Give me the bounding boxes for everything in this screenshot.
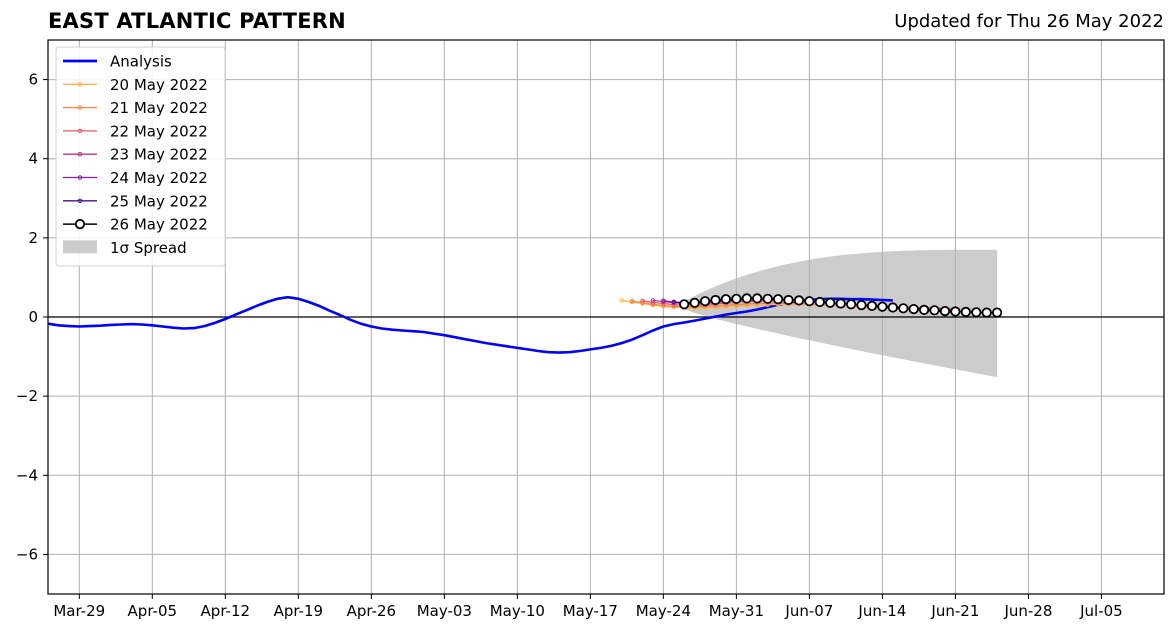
legend-marker (77, 198, 83, 204)
latest-forecast-point (804, 296, 815, 307)
latest-forecast-point (887, 302, 898, 313)
y-tick-label: 0 (28, 308, 38, 326)
legend-marker (77, 128, 83, 134)
y-tick-label: 2 (28, 229, 38, 247)
spread-layer (684, 249, 998, 378)
latest-forecast-point (971, 307, 982, 318)
latest-forecast-point (991, 307, 1003, 318)
latest-forecast-point (731, 293, 742, 304)
legend-label: 23 May 2022 (110, 146, 208, 164)
x-tick-label: Apr-26 (347, 602, 397, 620)
y-tick-label: 4 (28, 150, 38, 168)
legend-marker (77, 82, 83, 87)
latest-forecast-point (720, 294, 732, 305)
latest-forecast-point (710, 294, 721, 306)
latest-forecast-point (679, 299, 690, 310)
latest-forecast-point (877, 301, 888, 312)
latest-forecast-point (814, 296, 825, 308)
forecast-point (650, 298, 656, 303)
latest-forecast-point (908, 303, 919, 315)
legend-label: 24 May 2022 (110, 169, 208, 187)
latest-forecast-point (699, 296, 711, 307)
latest-forecast-point (793, 295, 805, 306)
latest-forecast-point (960, 306, 971, 317)
x-tick-label: Jun-14 (857, 602, 906, 620)
y-tick-label: 6 (28, 71, 38, 89)
x-tick-label: Jul-05 (1079, 602, 1123, 620)
tick-layer: Mar-29 Apr-05 Apr-12 Apr-19 Apr-26 May-03 May-… (16, 71, 1123, 620)
latest-forecast-point (752, 293, 763, 304)
chart-title: EAST ATLANTIC PATTERN (48, 9, 346, 33)
legend: Analysis 20 May 2022 21 May 2022 22 May 202… (55, 46, 226, 267)
x-tick-label: Apr-05 (128, 602, 178, 620)
x-tick-label: May-17 (563, 602, 618, 620)
latest-forecast-layer (679, 293, 1003, 318)
x-tick-label: Jun-28 (1003, 602, 1052, 620)
legend-label: 22 May 2022 (110, 122, 208, 140)
latest-forecast-point (783, 294, 794, 306)
legend-box (55, 46, 226, 267)
latest-forecast-point (918, 304, 930, 315)
legend-marker (74, 219, 86, 230)
latest-forecast-point (835, 298, 846, 309)
legend-marker (77, 151, 83, 157)
y-tick-label: −2 (16, 387, 38, 405)
latest-forecast-point (762, 293, 773, 304)
legend-label: 1σ Spread (110, 239, 187, 257)
y-tick-label: −4 (16, 466, 38, 484)
x-tick-label: Apr-12 (201, 602, 251, 620)
latest-forecast-point (741, 293, 752, 304)
latest-forecast-point (898, 303, 909, 314)
latest-forecast-point (939, 305, 951, 317)
legend-swatch (63, 240, 97, 254)
spread-band (684, 249, 998, 378)
legend-label: 26 May 2022 (110, 216, 208, 234)
latest-forecast-point (825, 297, 836, 308)
x-tick-label: May-03 (417, 602, 472, 620)
analysis-line (47, 295, 893, 354)
x-tick-label: Jun-21 (930, 602, 979, 620)
latest-forecast-point (772, 294, 784, 305)
forecast-point (661, 298, 666, 304)
updated-label: Updated for Thu 26 May 2022 (894, 11, 1164, 32)
x-tick-label: May-24 (636, 602, 691, 620)
x-tick-label: May-31 (709, 602, 764, 620)
legend-label: 20 May 2022 (110, 76, 208, 94)
y-tick-label: −6 (16, 545, 38, 563)
legend-marker (77, 175, 83, 180)
x-tick-label: May-10 (490, 602, 545, 620)
legend-label: 25 May 2022 (110, 192, 208, 210)
x-tick-label: Mar-29 (53, 602, 105, 620)
legend-marker (77, 105, 83, 110)
analysis-layer (47, 295, 893, 354)
latest-forecast-point (929, 305, 940, 316)
latest-forecast-point (856, 299, 867, 311)
x-tick-label: Apr-19 (274, 602, 324, 620)
forecast-point (619, 298, 624, 303)
latest-forecast-point (950, 306, 961, 317)
forecast-point (629, 298, 635, 304)
forecast-point (640, 298, 645, 304)
forecast-point (671, 299, 677, 305)
latest-forecast-point (866, 300, 878, 311)
x-tick-label: Jun-07 (784, 602, 833, 620)
latest-forecast-point (689, 297, 700, 308)
legend-label: 21 May 2022 (110, 99, 208, 117)
latest-forecast-point (845, 299, 857, 310)
latest-forecast-point (981, 307, 992, 318)
legend-label: Analysis (110, 53, 172, 71)
